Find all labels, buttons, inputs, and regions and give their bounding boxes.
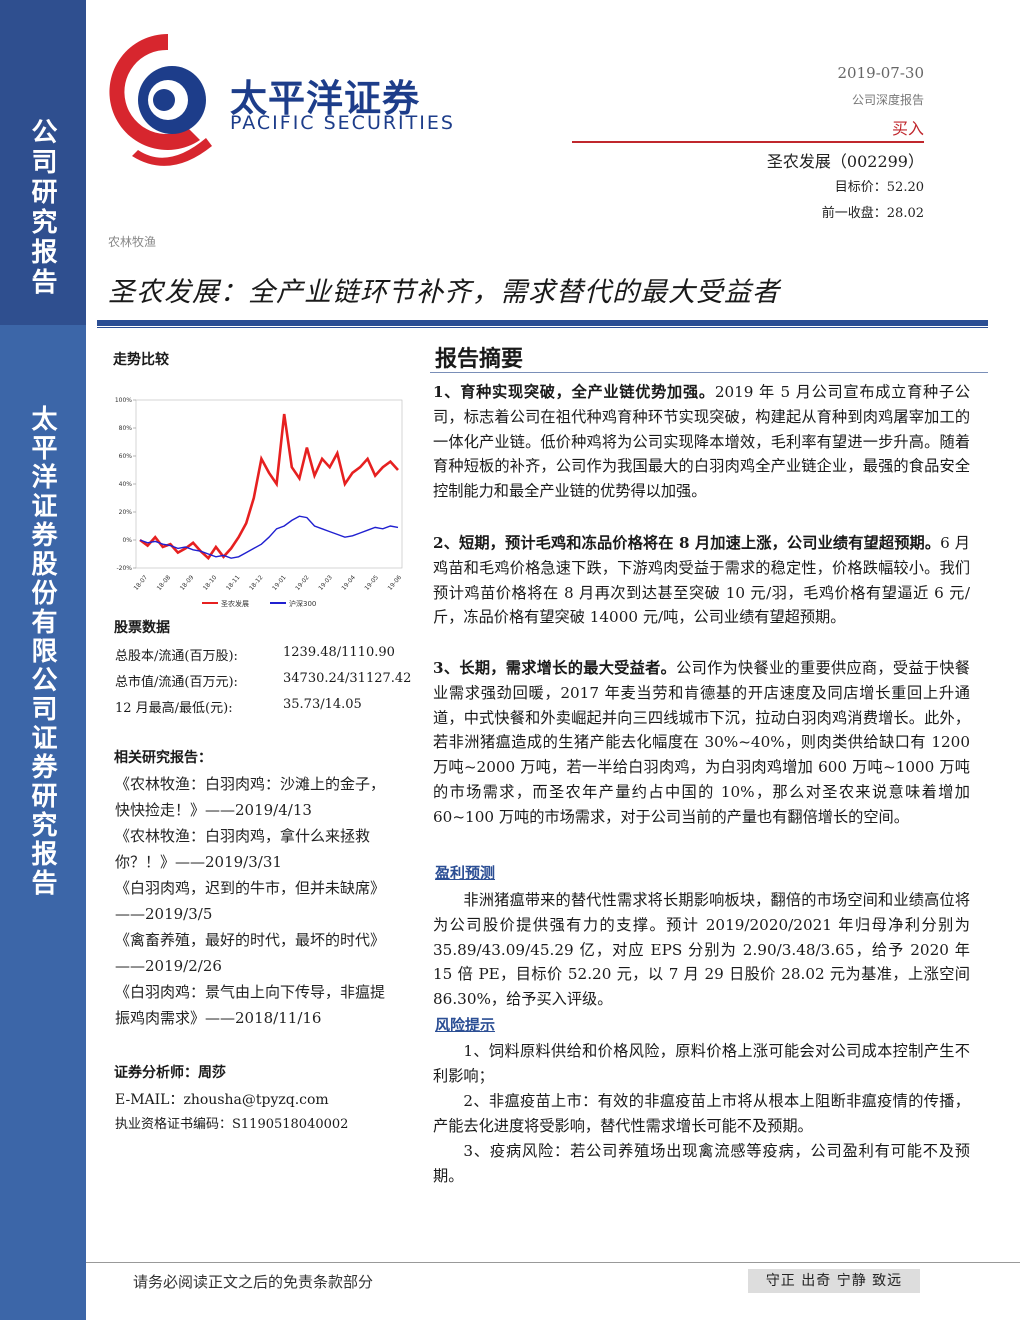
- prev-close: 前一收盘：28.02: [821, 206, 924, 221]
- industry-label: 农林牧渔: [108, 235, 157, 249]
- y-tick-label: 80%: [119, 425, 133, 432]
- x-tick-label: 18-09: [179, 574, 196, 592]
- x-tick-label: 19-04: [340, 574, 357, 592]
- stock-data-value: 34730.24/31127.42: [283, 671, 412, 686]
- chart-frame: [135, 399, 403, 569]
- x-tick-label: 19-02: [294, 574, 311, 592]
- related-report-item[interactable]: 《农林牧渔：白羽肉鸡，拿什么来拯救你？！》——2019/3/31: [115, 827, 371, 871]
- stock-data-key: 总股本/流通(百万股):: [115, 649, 238, 664]
- logo-text-cn: 太平洋证券: [230, 77, 420, 120]
- trend-heading: 走势比较: [113, 352, 169, 368]
- y-tick-label: 20%: [119, 509, 133, 516]
- series-line: [139, 413, 399, 561]
- stock-data-value: 35.73/14.05: [283, 697, 362, 712]
- analyst-heading: 证券分析师：周莎: [114, 1065, 226, 1081]
- x-tick-label: 18-08: [156, 574, 173, 592]
- x-tick-label: 18-10: [202, 574, 219, 592]
- x-tick-label: 19-01: [271, 574, 288, 592]
- paragraph-body: 公司作为快餐业的重要供应商，受益于快餐业需求强劲回暖，2017 年麦当劳和肯德基…: [433, 659, 970, 826]
- rating-badge: 买入: [891, 119, 924, 138]
- paragraph-lead: 3、长期，需求增长的最大受益者。: [433, 659, 677, 677]
- summary-heading: 报告摘要: [435, 346, 524, 372]
- related-report-item[interactable]: 《农林牧渔：白羽肉鸡：沙滩上的金子，快快捡走！》——2019/4/13: [115, 775, 386, 819]
- legend-label: 沪深300: [289, 599, 316, 608]
- paragraph-body: 2019 年 5 月公司宣布成立育种子公司，标志着公司在祖代种鸡育种环节实现突破…: [433, 383, 971, 501]
- summary-paragraph-3: 3、长期，需求增长的最大受益者。公司作为快餐业的重要供应商，受益于快餐业需求强劲…: [433, 656, 970, 830]
- x-tick-label: 19-03: [317, 574, 334, 592]
- legend-label: 圣农发展: [221, 599, 249, 608]
- sidebar-label-report: 公司研究报告: [27, 118, 57, 298]
- y-tick-label: 60%: [119, 453, 133, 460]
- stock-data-key: 12 月最高/最低(元):: [115, 701, 233, 716]
- paragraph-body: 6 月鸡苗和毛鸡价格急速下跌，下游鸡肉受益于需求的稳定性，价格跌幅较小。我们预计…: [433, 534, 970, 627]
- footer-disclaimer: 请务必阅读正文之后的免责条款部分: [133, 1273, 374, 1291]
- rating-divider: [572, 141, 924, 143]
- y-tick-label: -20%: [116, 565, 132, 572]
- sidebar-top: [0, 0, 86, 325]
- y-tick-label: 40%: [119, 481, 133, 488]
- y-tick-label: 100%: [115, 397, 132, 404]
- risk-item: 1、饲料原料供给和价格风险，原料价格上涨可能会对公司成本控制产生不利影响；: [433, 1042, 970, 1085]
- sidebar-bottom: [0, 325, 86, 1320]
- forecast-paragraph: 非洲猪瘟带来的替代性需求将长期影响板块，翻倍的市场空间和业绩高位将为公司股价提供…: [433, 891, 970, 1009]
- stock-data-heading: 股票数据: [114, 620, 170, 636]
- paragraph-lead: 2、短期，预计毛鸡和冻品价格将在 8 月加速上涨，公司业绩有望超预期。: [433, 534, 941, 552]
- analyst-cert: 执业资格证书编码：S1190518040002: [115, 1117, 349, 1132]
- x-tick-label: 18-07: [133, 574, 150, 592]
- report-type: 公司深度报告: [851, 93, 924, 107]
- forecast-heading: 盈利预测: [435, 864, 496, 882]
- report-date: 2019-07-30: [837, 64, 924, 82]
- risk-heading: 风险提示: [435, 1016, 496, 1034]
- footer-divider: [86, 1262, 1020, 1263]
- stock-name: 圣农发展（002299）: [766, 152, 924, 171]
- summary-paragraph-2: 2、短期，预计毛鸡和冻品价格将在 8 月加速上涨，公司业绩有望超预期。6 月鸡苗…: [433, 531, 970, 630]
- title-divider: [97, 320, 988, 326]
- summary-paragraph-1: 1、育种实现突破，全产业链优势加强。2019 年 5 月公司宣布成立育种子公司，…: [433, 380, 970, 504]
- risk-item: 2、非瘟疫苗上市：有效的非瘟疫苗上市将从根本上阻断非瘟疫情的传播，产能去化进度将…: [433, 1092, 970, 1135]
- x-tick-label: 19-05: [363, 574, 380, 592]
- footer-motto: 守正 出奇 宁静 致远: [748, 1269, 920, 1293]
- stock-data-value: 1239.48/1110.90: [283, 645, 395, 660]
- x-tick-label: 18-11: [225, 574, 242, 592]
- stock-data-key: 总市值/流通(百万元):: [115, 675, 238, 690]
- target-price: 目标价：52.20: [834, 180, 924, 195]
- trend-chart: 100% 80% 60% 40% 20% 0% -20%18-07 18-08 18-09 18-…: [115, 397, 404, 608]
- x-tick-label: 18-12: [248, 574, 265, 592]
- sidebar-label-company: 太平洋证券股份有限公司证券研究报告: [27, 405, 57, 898]
- risk-item: 3、疫病风险：若公司养殖场出现禽流感等疫病，公司盈利有可能不及预期。: [433, 1142, 970, 1185]
- related-report-item[interactable]: 《禽畜养殖，最好的时代，最坏的时代》——2019/2/26: [115, 931, 386, 975]
- logo-text-en: PACIFIC SECURITIES: [230, 112, 455, 134]
- page-title: 圣农发展：全产业链环节补齐，需求替代的最大受益者: [108, 277, 780, 308]
- related-reports-heading: 相关研究报告：: [114, 750, 212, 766]
- related-report-item[interactable]: 《白羽肉鸡，迟到的牛市，但并未缺席》——2019/3/5: [115, 879, 386, 923]
- series-line: [139, 515, 399, 559]
- paragraph-lead: 1、育种实现突破，全产业链优势加强。: [433, 383, 715, 401]
- summary-divider: [430, 372, 988, 373]
- y-tick-label: 0%: [122, 537, 132, 544]
- pacific-securities-logo-icon: [109, 33, 212, 166]
- x-tick-label: 19-06: [387, 574, 404, 592]
- related-report-item[interactable]: 《白羽肉鸡：景气由上向下传导，非瘟提振鸡肉需求》——2018/11/16: [115, 983, 386, 1027]
- title-divider-thin: [97, 327, 988, 328]
- analyst-email[interactable]: E-MAIL：zhousha@tpyzq.com: [115, 1092, 329, 1108]
